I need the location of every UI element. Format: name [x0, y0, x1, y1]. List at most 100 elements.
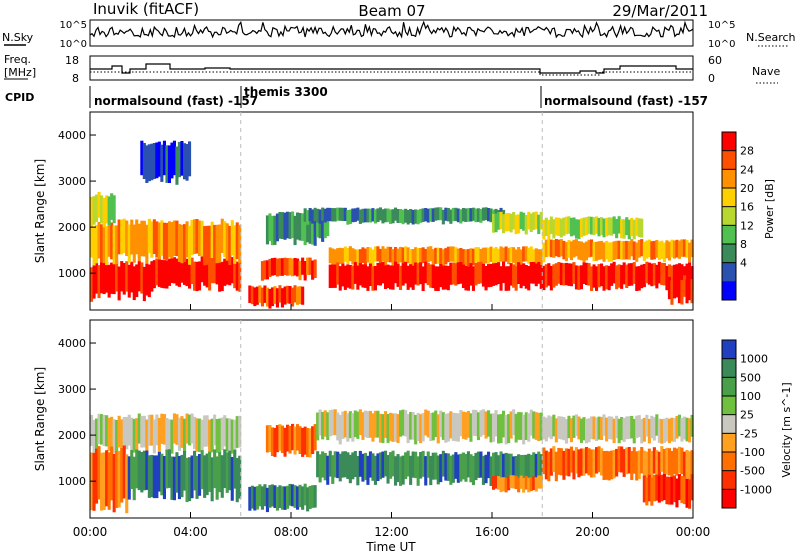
range-time-cell — [157, 417, 161, 451]
cpid-change-markers — [240, 112, 543, 518]
range-time-cell — [667, 241, 671, 261]
range-time-cell — [409, 264, 413, 288]
range-time-cell — [492, 413, 496, 442]
range-time-cell — [250, 485, 254, 509]
range-time-cell — [574, 265, 578, 290]
range-time-cell — [582, 217, 586, 236]
range-time-cell — [635, 415, 639, 439]
range-time-cell — [597, 217, 601, 237]
range-time-cell — [451, 262, 455, 285]
range-time-cell — [476, 412, 480, 441]
range-time-cell — [497, 414, 501, 444]
range-time-cell — [622, 241, 626, 260]
power-y-axis-label: Slant Range [km] — [33, 159, 47, 263]
range-time-cell — [333, 264, 337, 288]
range-time-cell — [416, 248, 420, 265]
range-time-cell — [499, 451, 503, 478]
range-time-cell — [107, 221, 111, 257]
range-time-cell — [399, 456, 403, 486]
range-time-cell — [660, 240, 664, 259]
range-time-cell — [519, 264, 523, 289]
range-time-cell — [399, 246, 403, 263]
range-time-cell — [230, 419, 234, 454]
range-time-cell — [341, 451, 345, 478]
range-time-cell — [652, 474, 656, 502]
range-time-cell — [311, 209, 315, 224]
range-time-cell — [286, 485, 290, 509]
range-time-cell — [142, 220, 146, 257]
range-time-cell — [627, 416, 631, 439]
range-time-cell — [610, 217, 614, 236]
range-time-cell — [454, 263, 458, 286]
range-time-cell — [381, 246, 385, 262]
range-time-cell — [411, 412, 415, 440]
range-time-cell — [635, 217, 639, 236]
range-time-cell — [502, 453, 506, 482]
range-time-cell — [351, 208, 355, 223]
range-time-cell — [559, 218, 563, 238]
range-time-cell — [190, 257, 194, 285]
range-time-cell — [273, 427, 277, 457]
range-time-cell — [542, 242, 546, 263]
range-time-cell — [683, 476, 687, 505]
range-time-cell — [235, 261, 239, 291]
colorbar-swatch — [722, 452, 736, 472]
range-time-cell — [419, 248, 423, 265]
range-time-cell — [268, 213, 272, 242]
range-time-cell — [291, 484, 295, 507]
range-time-cell — [92, 226, 96, 266]
range-time-cell — [225, 223, 229, 261]
range-time-cell — [198, 261, 202, 291]
range-time-cell — [559, 416, 563, 440]
range-time-cell — [188, 141, 192, 177]
range-time-cell — [102, 224, 106, 264]
range-time-cell — [677, 446, 681, 473]
range-time-cell — [95, 224, 99, 264]
range-time-cell — [195, 418, 199, 452]
range-time-cell — [429, 208, 433, 222]
range-time-cell — [509, 213, 513, 233]
range-time-cell — [273, 257, 277, 276]
range-time-cell — [193, 416, 197, 450]
range-time-cell — [107, 452, 111, 510]
range-time-cell — [409, 455, 413, 485]
range-time-cell — [647, 418, 651, 444]
range-time-cell — [517, 214, 521, 234]
range-time-cell — [338, 207, 342, 221]
range-time-cell — [632, 447, 636, 474]
range-time-cell — [152, 219, 156, 254]
range-time-cell — [424, 409, 428, 436]
range-time-cell — [97, 413, 101, 445]
range-time-cell — [363, 208, 367, 223]
range-time-cell — [235, 222, 239, 260]
range-time-cell — [255, 286, 259, 305]
range-time-cell — [672, 240, 676, 259]
range-time-cell — [549, 448, 553, 476]
range-time-cell — [416, 209, 420, 225]
range-time-cell — [532, 411, 536, 439]
range-time-cell — [293, 485, 297, 508]
range-time-cell — [331, 409, 335, 436]
range-time-cell — [667, 448, 671, 476]
colorbar-tick-label: 4 — [740, 257, 747, 270]
range-time-cell — [137, 261, 141, 292]
range-time-cell — [675, 478, 679, 508]
range-time-cell — [336, 207, 340, 221]
range-time-cell — [140, 140, 144, 176]
range-time-cell — [677, 474, 681, 501]
range-time-cell — [487, 264, 491, 288]
range-time-cell — [288, 425, 292, 454]
range-time-cell — [296, 424, 300, 451]
range-time-cell — [461, 208, 465, 222]
range-time-cell — [283, 212, 287, 240]
range-time-cell — [685, 417, 689, 442]
range-time-cell — [303, 483, 307, 506]
range-time-cell — [650, 241, 654, 260]
range-time-cell — [117, 219, 121, 255]
range-time-cell — [288, 257, 292, 276]
range-time-cell — [313, 424, 317, 451]
colorbar-swatch — [722, 433, 736, 453]
range-time-cell — [115, 420, 119, 455]
range-time-cell — [514, 475, 518, 490]
velocity-data-marks — [90, 409, 694, 514]
